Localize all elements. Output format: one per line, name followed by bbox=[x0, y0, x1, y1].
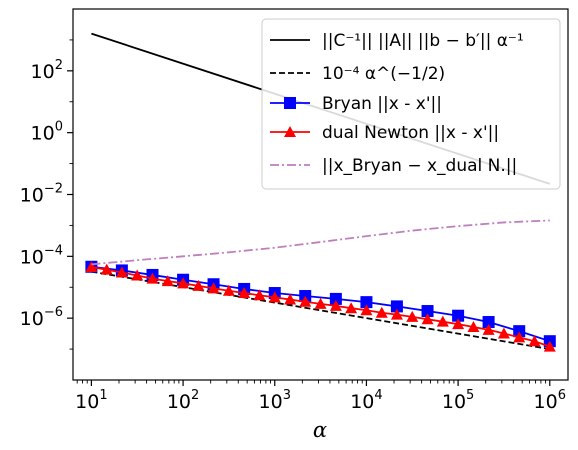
dual-newton-point bbox=[192, 279, 205, 291]
dual-newton-point bbox=[131, 269, 144, 281]
dual-newton-point bbox=[100, 263, 113, 275]
legend-label-bryan: Bryan ||x - x'|| bbox=[322, 94, 442, 114]
dual-newton-point bbox=[528, 335, 541, 347]
ticks-layer: 101 102 103 104 105 106 10−6 10−4 10−2 100 102 bbox=[20, 39, 566, 413]
dual-newton-point bbox=[360, 304, 373, 316]
dual-newton-point bbox=[345, 302, 358, 314]
dual-newton-point bbox=[390, 308, 403, 320]
dual-newton-point bbox=[299, 295, 312, 307]
dual-newton-point bbox=[452, 318, 465, 330]
dual-newton-point bbox=[375, 306, 388, 318]
bryan-point bbox=[513, 325, 526, 338]
dual-newton-point bbox=[253, 289, 266, 301]
bryan-point bbox=[360, 296, 373, 309]
dual-newton-point bbox=[513, 331, 526, 343]
dual-newton-point bbox=[467, 320, 480, 332]
x-tick-label: 102 bbox=[167, 388, 199, 413]
bryan-point bbox=[452, 309, 465, 322]
y-tick-label: 10−4 bbox=[20, 243, 63, 268]
dual-newton-point bbox=[268, 291, 281, 303]
dual-newton-point bbox=[482, 323, 495, 335]
legend-label-dual-newton: dual Newton ||x - x'|| bbox=[322, 123, 499, 143]
dual-newton-point bbox=[284, 293, 297, 305]
bryan-point bbox=[390, 300, 403, 313]
bryan-point bbox=[421, 305, 434, 318]
y-tick-label: 10−6 bbox=[20, 305, 63, 330]
bryan-point bbox=[329, 292, 342, 305]
legend-label-diff: ||x_Bryan − x_dual N.|| bbox=[322, 156, 517, 176]
series-line-4 bbox=[91, 219, 550, 266]
dual-newton-point bbox=[329, 299, 342, 311]
dual-newton-point bbox=[115, 266, 128, 278]
bryan-point bbox=[482, 316, 495, 329]
x-tick-label: 101 bbox=[75, 388, 107, 413]
y-tick-label: 102 bbox=[31, 58, 63, 83]
dual-newton-point bbox=[406, 310, 419, 322]
dual-newton-point bbox=[222, 284, 235, 296]
legend-key-dual-newton-marker bbox=[284, 126, 296, 137]
dual-newton-point bbox=[177, 277, 190, 289]
dual-newton-point bbox=[85, 261, 98, 273]
dual-newton-point bbox=[543, 340, 556, 352]
legend: ||C⁻¹|| ||A|| ||b − b′|| α⁻¹ 10⁻⁴ α^(−1/… bbox=[261, 18, 561, 190]
dual-newton-point bbox=[421, 313, 434, 325]
x-axis-title: α bbox=[313, 418, 327, 442]
legend-frame bbox=[261, 18, 561, 190]
dual-newton-point bbox=[146, 272, 159, 284]
dual-newton-point bbox=[238, 287, 251, 299]
x-tick-label: 104 bbox=[350, 388, 382, 413]
dual-newton-point bbox=[497, 327, 510, 339]
dual-newton-point bbox=[314, 297, 327, 309]
dual-newton-point bbox=[436, 315, 449, 327]
dual-newton-point bbox=[161, 275, 174, 287]
x-tick-label: 105 bbox=[442, 388, 474, 413]
x-tick-label: 103 bbox=[259, 388, 291, 413]
x-tick-label: 106 bbox=[534, 388, 566, 413]
y-tick-label: 100 bbox=[31, 120, 63, 145]
dual-newton-point bbox=[207, 282, 220, 294]
y-tick-label: 10−2 bbox=[20, 182, 63, 207]
legend-label-dashed-line: 10⁻⁴ α^(−1/2) bbox=[322, 64, 445, 84]
legend-label-solid-line: ||C⁻¹|| ||A|| ||b − b′|| α⁻¹ bbox=[322, 31, 524, 51]
legend-key-bryan-marker bbox=[284, 97, 296, 109]
